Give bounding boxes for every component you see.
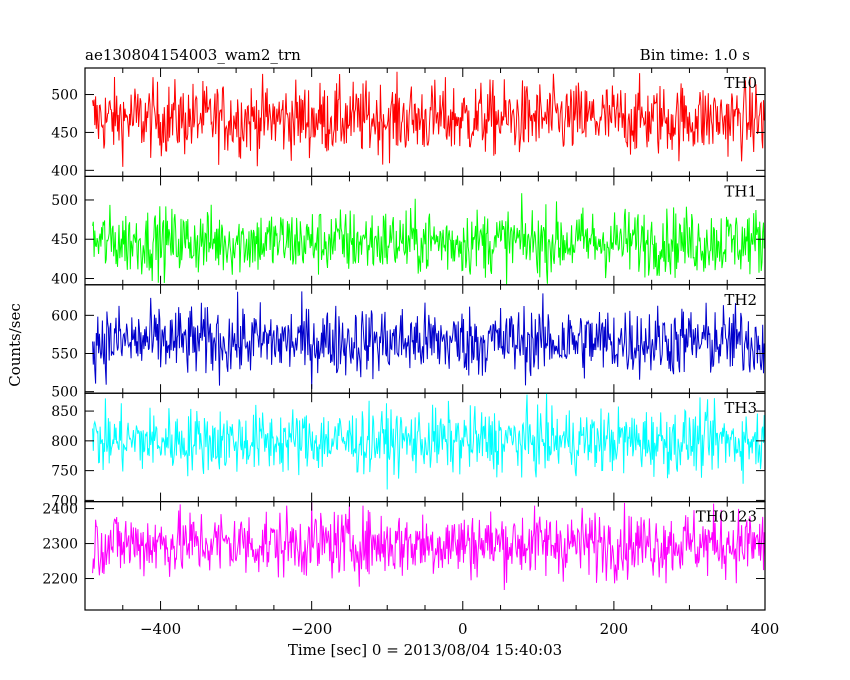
y-tick-label-th0: 450	[51, 125, 78, 141]
y-tick-label-th1: 450	[51, 232, 78, 248]
y-tick-label-th0123: 2400	[42, 502, 78, 518]
y-tick-label-th0123: 2300	[42, 537, 78, 553]
panel-label-th0: TH0	[724, 74, 757, 92]
panels-group: 400 450 500 TH0 400 450 500 TH1 500 550 600 TH2 700 7…	[42, 67, 780, 638]
y-tick-label-th1: 400	[51, 272, 78, 288]
series-line-th2	[92, 291, 766, 390]
y-tick-label-th3: 850	[51, 404, 78, 420]
panel-label-th2: TH2	[724, 291, 757, 309]
x-tick-label: −400	[140, 620, 181, 638]
x-tick-label: −200	[291, 620, 332, 638]
panel-label-th1: TH1	[724, 182, 757, 200]
y-tick-label-th3: 750	[51, 464, 78, 480]
series-line-th0123	[92, 501, 766, 591]
series-line-th0	[92, 71, 766, 167]
series-line-th1	[92, 193, 766, 285]
y-tick-label-th0123: 2200	[42, 572, 78, 588]
panel-label-th0123: TH0123	[696, 508, 757, 526]
y-tick-label-th2: 550	[51, 347, 78, 363]
bin-time-label: Bin time: 1.0 s	[640, 46, 750, 64]
y-tick-label-th0: 400	[51, 163, 78, 179]
y-tick-label-th1: 500	[51, 193, 78, 209]
x-tick-label: 0	[458, 620, 468, 638]
panel-label-th3: TH3	[724, 399, 757, 417]
y-tick-label-th3: 700	[51, 493, 78, 509]
y-tick-label-th3: 800	[51, 434, 78, 450]
x-tick-label: 400	[751, 620, 780, 638]
y-axis-label: Counts/sec	[6, 303, 24, 387]
chart-title: ae130804154003_wam2_trn	[85, 46, 301, 64]
x-axis-label: Time [sec] 0 = 2013/08/04 15:40:03	[288, 641, 562, 659]
y-tick-label-th2: 500	[51, 385, 78, 401]
y-tick-label-th0: 500	[51, 88, 78, 104]
x-tick-label: 200	[600, 620, 629, 638]
series-line-th3	[92, 393, 766, 490]
y-tick-label-th2: 600	[51, 308, 78, 324]
